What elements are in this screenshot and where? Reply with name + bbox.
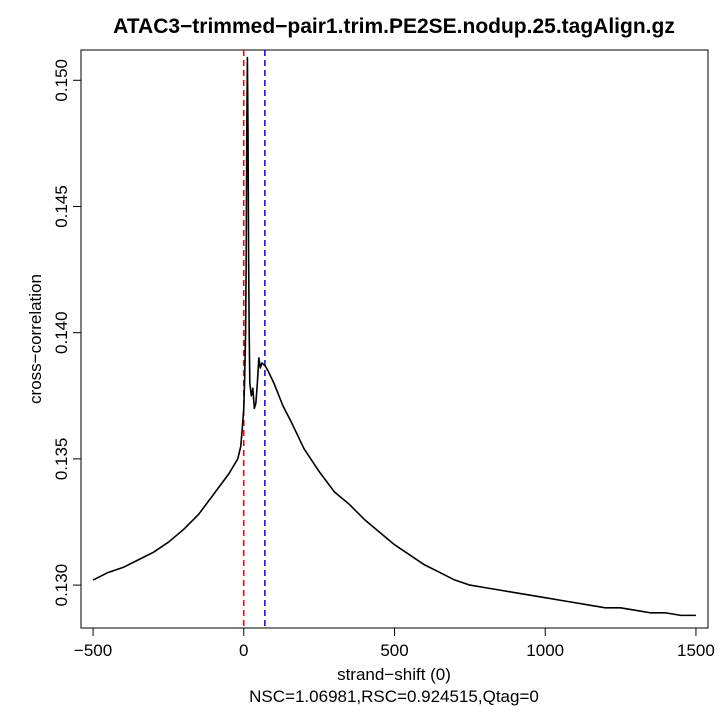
x-axis: −500 0 500 1000 1500 (74, 627, 715, 660)
y-tick-label-4: 0.150 (52, 59, 71, 102)
reference-lines (243, 50, 266, 628)
series-layer (92, 56, 696, 617)
chart-title: ATAC3−trimmed−pair1.trim.PE2SE.nodup.25.… (113, 15, 675, 38)
y-tick-label-2: 0.140 (52, 311, 71, 354)
y-tick-label-3: 0.145 (52, 185, 71, 228)
y-tick-label-1: 0.135 (52, 438, 71, 481)
y-axis: 0.130 0.135 0.140 0.145 0.150 (52, 59, 82, 607)
series-line-0 (92, 56, 696, 617)
x-tick-label-2: 500 (380, 641, 408, 660)
x-tick-label-4: 1500 (677, 641, 715, 660)
y-tick-label-0: 0.130 (52, 564, 71, 607)
chart-subtitle: NSC=1.06981,RSC=0.924515,Qtag=0 (249, 687, 539, 706)
x-tick-label-0: −500 (74, 641, 112, 660)
x-tick-label-3: 1000 (526, 641, 564, 660)
x-axis-label: strand−shift (0) (337, 665, 451, 684)
plot-area-border (80, 49, 709, 629)
x-tick-label-1: 0 (239, 641, 248, 660)
y-axis-label: cross−correlation (26, 274, 45, 404)
